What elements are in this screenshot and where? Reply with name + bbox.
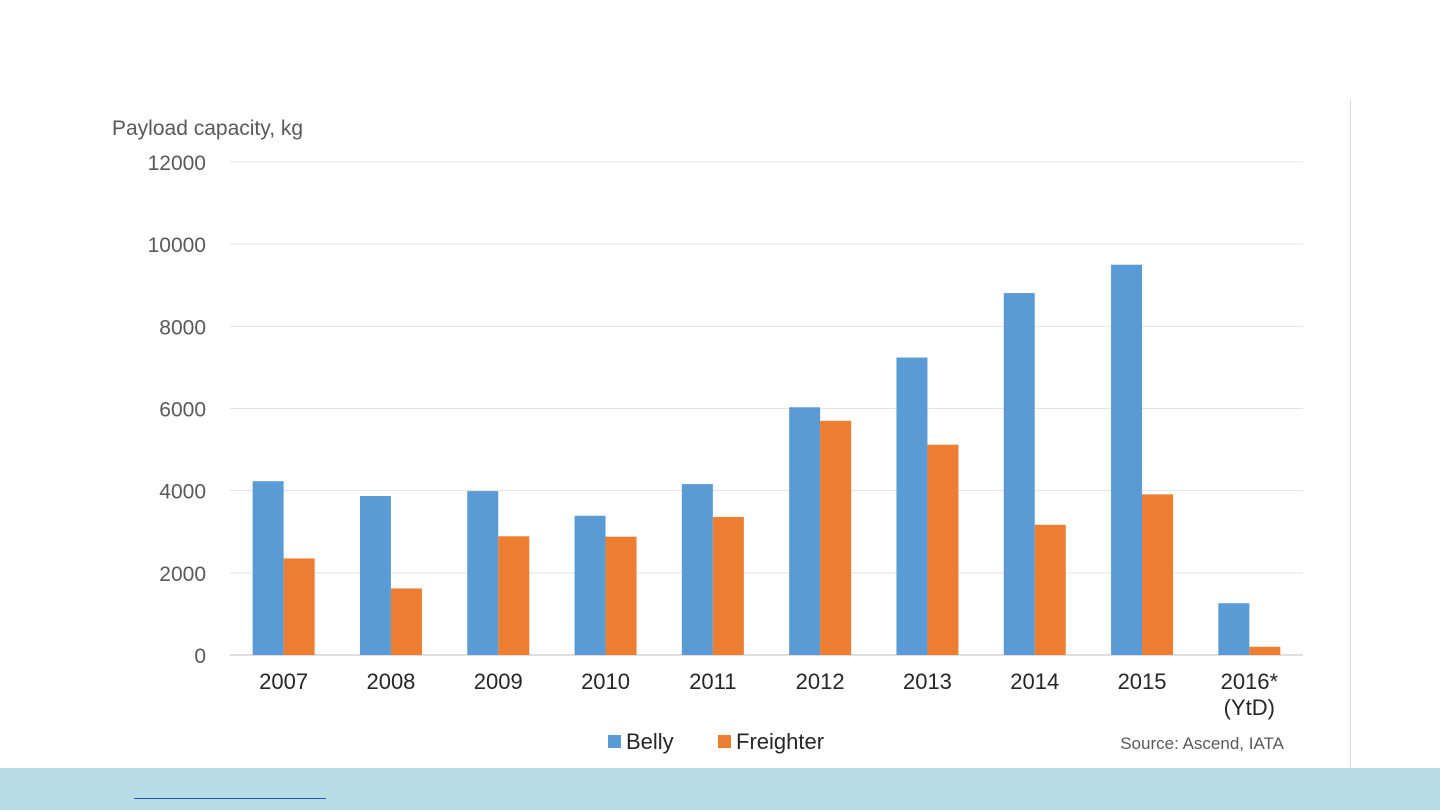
bar-belly-3 bbox=[574, 515, 606, 655]
bar-belly-1 bbox=[359, 496, 391, 655]
y-tick-label: 0 bbox=[194, 645, 206, 668]
legend: Belly Freighter bbox=[608, 729, 824, 754]
x-tick-label: 2013 bbox=[903, 669, 952, 694]
bar-freighter-3 bbox=[605, 536, 637, 655]
y-tick-label: 8000 bbox=[159, 316, 206, 339]
legend-label-belly: Belly bbox=[626, 729, 674, 754]
bar-freighter-2 bbox=[498, 536, 530, 655]
x-tick-label: 2014 bbox=[1010, 669, 1059, 694]
y-axis-title: Payload capacity, kg bbox=[112, 117, 303, 140]
legend-label-freighter: Freighter bbox=[736, 729, 824, 754]
bar-belly-6 bbox=[896, 357, 928, 655]
x-tick-label: 2015 bbox=[1118, 669, 1167, 694]
bar-freighter-1 bbox=[390, 588, 422, 655]
y-tick-label: 2000 bbox=[159, 563, 206, 586]
bars bbox=[252, 264, 1281, 655]
x-axis-tick-labels: 2007 2008 2009 2010 2011 2012 2013 2014 2015 2016… bbox=[259, 669, 1278, 720]
y-tick-label: 10000 bbox=[148, 234, 206, 257]
footer-bar bbox=[0, 768, 1440, 810]
bar-freighter-9 bbox=[1249, 646, 1281, 655]
bar-chart: 0 2000 4000 6000 8000 10000 12000 Payload capa… bbox=[112, 117, 1303, 754]
x-tick-label: 2007 bbox=[259, 669, 308, 694]
bar-freighter-0 bbox=[283, 558, 315, 655]
legend-swatch-belly bbox=[608, 735, 621, 748]
bar-freighter-6 bbox=[927, 444, 959, 655]
y-tick-label: 12000 bbox=[148, 152, 206, 175]
x-tick-label: 2008 bbox=[366, 669, 415, 694]
bar-freighter-7 bbox=[1034, 524, 1066, 655]
x-tick-label: 2011 bbox=[689, 669, 736, 694]
x-tick-label: 2012 bbox=[796, 669, 845, 694]
source-note: Source: Ascend, IATA bbox=[1120, 734, 1284, 753]
y-axis-tick-labels: 0 2000 4000 6000 8000 10000 12000 bbox=[148, 152, 206, 668]
bar-freighter-5 bbox=[820, 420, 852, 655]
bar-freighter-4 bbox=[712, 516, 744, 655]
legend-swatch-freighter bbox=[718, 735, 731, 748]
y-tick-label: 4000 bbox=[159, 481, 206, 504]
bar-belly-7 bbox=[1003, 293, 1035, 655]
vertical-divider bbox=[1350, 100, 1351, 768]
footer-link[interactable] bbox=[134, 776, 326, 799]
gridlines bbox=[230, 161, 1303, 656]
bar-belly-0 bbox=[252, 481, 284, 655]
x-tick-label: 2016* (YtD) bbox=[1221, 669, 1279, 720]
x-tick-label: 2009 bbox=[474, 669, 523, 694]
bar-belly-4 bbox=[681, 484, 713, 655]
x-tick-label: 2010 bbox=[581, 669, 630, 694]
bar-belly-8 bbox=[1111, 264, 1143, 655]
bar-belly-9 bbox=[1218, 603, 1250, 655]
bar-belly-5 bbox=[789, 407, 821, 655]
bar-belly-2 bbox=[467, 491, 499, 655]
bar-freighter-8 bbox=[1142, 494, 1174, 655]
y-tick-label: 6000 bbox=[159, 399, 206, 422]
